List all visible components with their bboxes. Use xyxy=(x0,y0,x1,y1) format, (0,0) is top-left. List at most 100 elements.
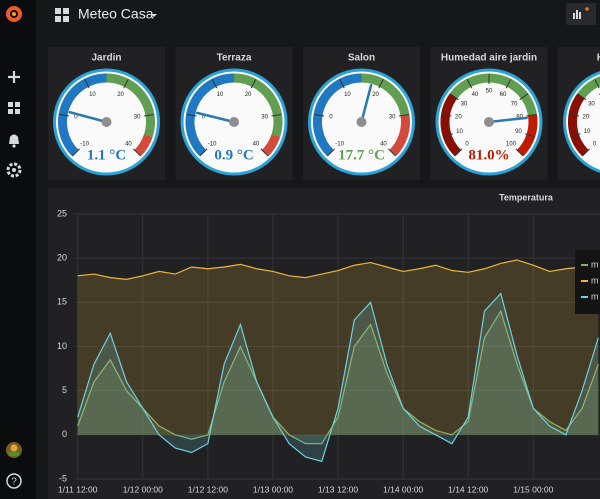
gauge-band xyxy=(440,93,462,157)
x-tick-label: 1/11 12:00 xyxy=(58,484,98,494)
gauge-tick xyxy=(250,79,257,89)
config-icon[interactable] xyxy=(6,162,22,178)
gauge-tick-label: 0 xyxy=(465,141,469,147)
gauge-tick xyxy=(143,113,154,117)
panel-title: Humedad aire jardin xyxy=(441,53,537,64)
gauge-tick-label: 40 xyxy=(253,141,260,147)
gauge-hub xyxy=(101,117,112,127)
gauge-tick-label: -10 xyxy=(208,141,217,147)
gauge-band xyxy=(313,73,362,157)
x-tick-label: 1/14 00:00 xyxy=(383,484,423,494)
legend-label: m xyxy=(591,259,599,269)
gauge-tick xyxy=(519,93,529,101)
y-tick-label: 10 xyxy=(57,341,67,351)
gauge-tick xyxy=(582,148,590,157)
gauge-tick xyxy=(441,113,452,117)
gauge-tick-label: 30 xyxy=(389,115,396,121)
y-tick-label: 5 xyxy=(62,385,67,395)
gauge-tick xyxy=(454,148,463,157)
gauge-tick xyxy=(314,113,325,117)
panel-title: Humeda xyxy=(597,53,600,64)
gauge-tick xyxy=(388,148,396,157)
gauge-tick-label: 20 xyxy=(245,92,252,98)
add-panel-button[interactable] xyxy=(566,3,596,25)
x-tick-label: 1/12 00:00 xyxy=(123,484,163,494)
gauge-band xyxy=(389,114,410,157)
gauge-tick-label: 10 xyxy=(456,129,463,135)
graph-panel xyxy=(48,188,600,499)
x-tick-label: 1/12 12:00 xyxy=(188,484,228,494)
add-icon[interactable] xyxy=(8,71,20,83)
panel-title: Terraza xyxy=(217,53,252,64)
gauge-tick-label: 40 xyxy=(125,141,132,147)
gauge-tick xyxy=(186,113,197,117)
gauge-tick xyxy=(59,113,70,117)
series-line xyxy=(77,259,599,280)
grafana-logo[interactable] xyxy=(6,6,22,22)
x-tick-label: 1/13 12:00 xyxy=(318,484,358,494)
x-tick-label: 1/13 00:00 xyxy=(253,484,293,494)
gauge-tick xyxy=(569,113,580,117)
gauge-tick xyxy=(505,79,512,89)
sidebar xyxy=(0,0,36,499)
gauge-needle xyxy=(195,111,236,124)
gauge-tick xyxy=(339,79,345,89)
y-tick-label: -5 xyxy=(59,473,67,483)
gauge-hub xyxy=(484,117,494,127)
gauge-tick-label: 90 xyxy=(515,129,522,135)
gauge-tick-label: 60 xyxy=(500,92,507,98)
gauge-tick xyxy=(443,133,454,138)
user-avatar[interactable] xyxy=(6,442,22,458)
gauge-tick-label: -10 xyxy=(80,141,89,147)
legend-label: m xyxy=(591,275,599,285)
gauge-tick xyxy=(72,148,80,157)
gauge-band xyxy=(449,73,537,116)
help-icon[interactable]: ? xyxy=(6,473,22,489)
panel-title: Temperatura xyxy=(499,192,554,202)
gauge-tick-label: 0 xyxy=(329,115,333,121)
gauge-tick xyxy=(123,79,129,89)
gauge-tick xyxy=(378,79,384,89)
gauge-value: 0.9 °C xyxy=(214,147,253,163)
series-line xyxy=(77,292,599,463)
gauge-band xyxy=(185,73,235,157)
gauge-tick-label: 10 xyxy=(89,92,96,98)
gauge-needle xyxy=(360,83,373,124)
gauge-tick-label: 10 xyxy=(584,129,591,135)
y-tick-label: 25 xyxy=(57,208,67,218)
gauge-band xyxy=(58,73,107,157)
y-tick-label: 0 xyxy=(62,429,67,439)
dashboard-title[interactable]: Meteo Casa xyxy=(78,6,154,22)
gauge-tick xyxy=(199,148,208,157)
gauge-tick-label: -10 xyxy=(335,141,344,147)
dashboards-icon[interactable] xyxy=(8,102,20,114)
dashboard-picker[interactable]: Meteo Casa xyxy=(55,6,157,22)
gauge-band xyxy=(233,73,283,137)
x-tick-label: 1/14 12:00 xyxy=(448,484,488,494)
legend-label: m xyxy=(591,291,599,301)
gauge-tick-label: 30 xyxy=(588,101,595,107)
series-area xyxy=(77,293,599,462)
gauge-needle xyxy=(68,110,108,124)
gauge-tick xyxy=(327,148,335,157)
gauge-tick-label: 20 xyxy=(117,92,124,98)
series-line xyxy=(77,309,599,445)
gauge-tick-label: 20 xyxy=(583,115,590,121)
gauge-tick-label: 10 xyxy=(217,92,224,98)
gauge-hub xyxy=(356,117,367,127)
alerting-icon[interactable] xyxy=(9,134,19,148)
gauge-tick-label: 20 xyxy=(455,115,462,121)
y-tick-label: 15 xyxy=(57,297,67,307)
gauge-tick xyxy=(524,133,535,138)
y-tick-label: 20 xyxy=(57,253,67,263)
gauge-band xyxy=(568,93,589,157)
gauge-tick-label: 0 xyxy=(74,115,78,121)
gauge-value: 1.1 °C xyxy=(87,147,126,163)
gauge-tick-label: 0 xyxy=(593,141,597,147)
gauge-tick-label: 70 xyxy=(511,101,518,107)
gauge-tick xyxy=(84,79,90,89)
series-area xyxy=(77,259,599,435)
gauge-tick-label: 0 xyxy=(202,115,206,121)
